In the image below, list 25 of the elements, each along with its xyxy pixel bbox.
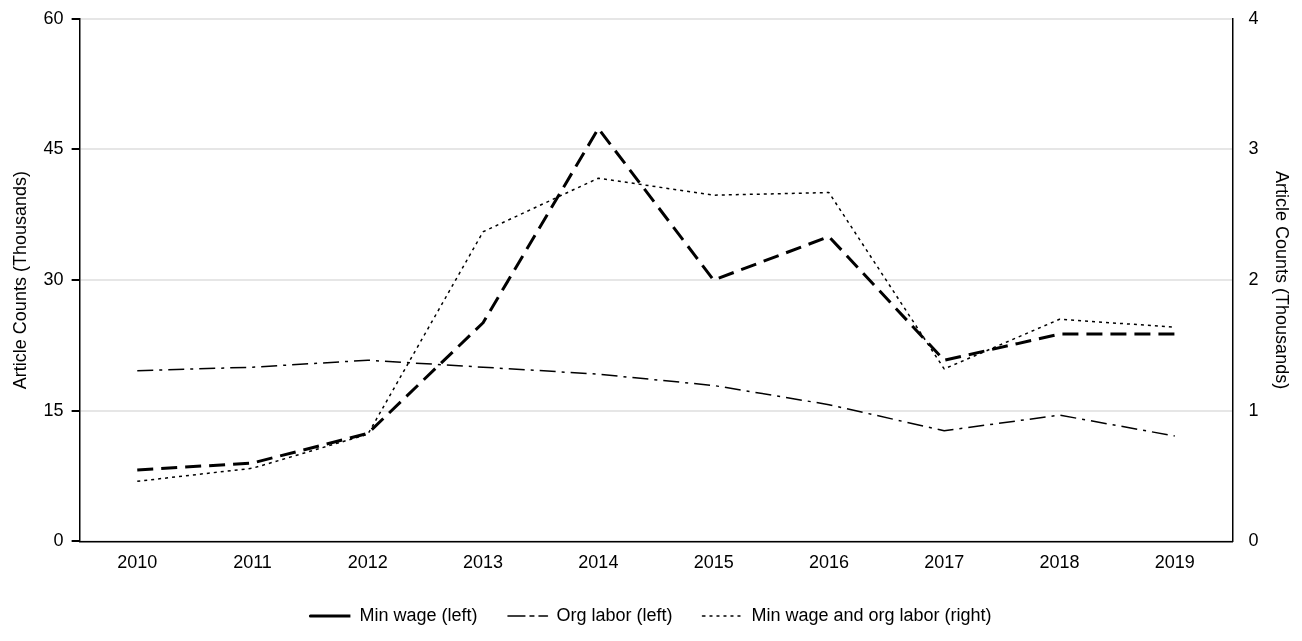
y-tick-label: 0 — [53, 530, 64, 551]
x-tick-label: 2011 — [233, 552, 272, 573]
y2-tick-label: 1 — [1248, 399, 1259, 420]
y2-tick-label: 2 — [1248, 269, 1259, 290]
y-tick-label: 45 — [43, 138, 64, 159]
x-tick-label: 2019 — [1154, 552, 1195, 573]
x-tick-label: 2010 — [117, 552, 158, 573]
x-tick-label: 2018 — [1039, 552, 1080, 573]
y-tick-label: 30 — [43, 269, 64, 290]
x-tick-label: 2015 — [693, 552, 734, 573]
legend-label: Min wage and org labor (right) — [751, 604, 992, 625]
x-tick-label: 2013 — [463, 552, 504, 573]
y-tick-label: 60 — [43, 7, 64, 28]
y2-tick-label: 3 — [1248, 138, 1259, 159]
x-tick-label: 2017 — [924, 552, 965, 573]
legend-label: Org labor (left) — [556, 604, 673, 625]
x-tick-label: 2012 — [347, 552, 388, 573]
x-tick-label: 2014 — [578, 552, 619, 573]
legend-label: Min wage (left) — [359, 604, 478, 625]
y-tick-label: 15 — [43, 399, 64, 420]
x-tick-label: 2016 — [808, 552, 849, 573]
y2-axis-title: Article Counts (Thousands) — [1272, 171, 1293, 390]
y-axis-title: Article Counts (Thousands) — [9, 171, 30, 390]
y2-tick-label: 0 — [1248, 530, 1259, 551]
y2-tick-label: 4 — [1248, 7, 1259, 28]
